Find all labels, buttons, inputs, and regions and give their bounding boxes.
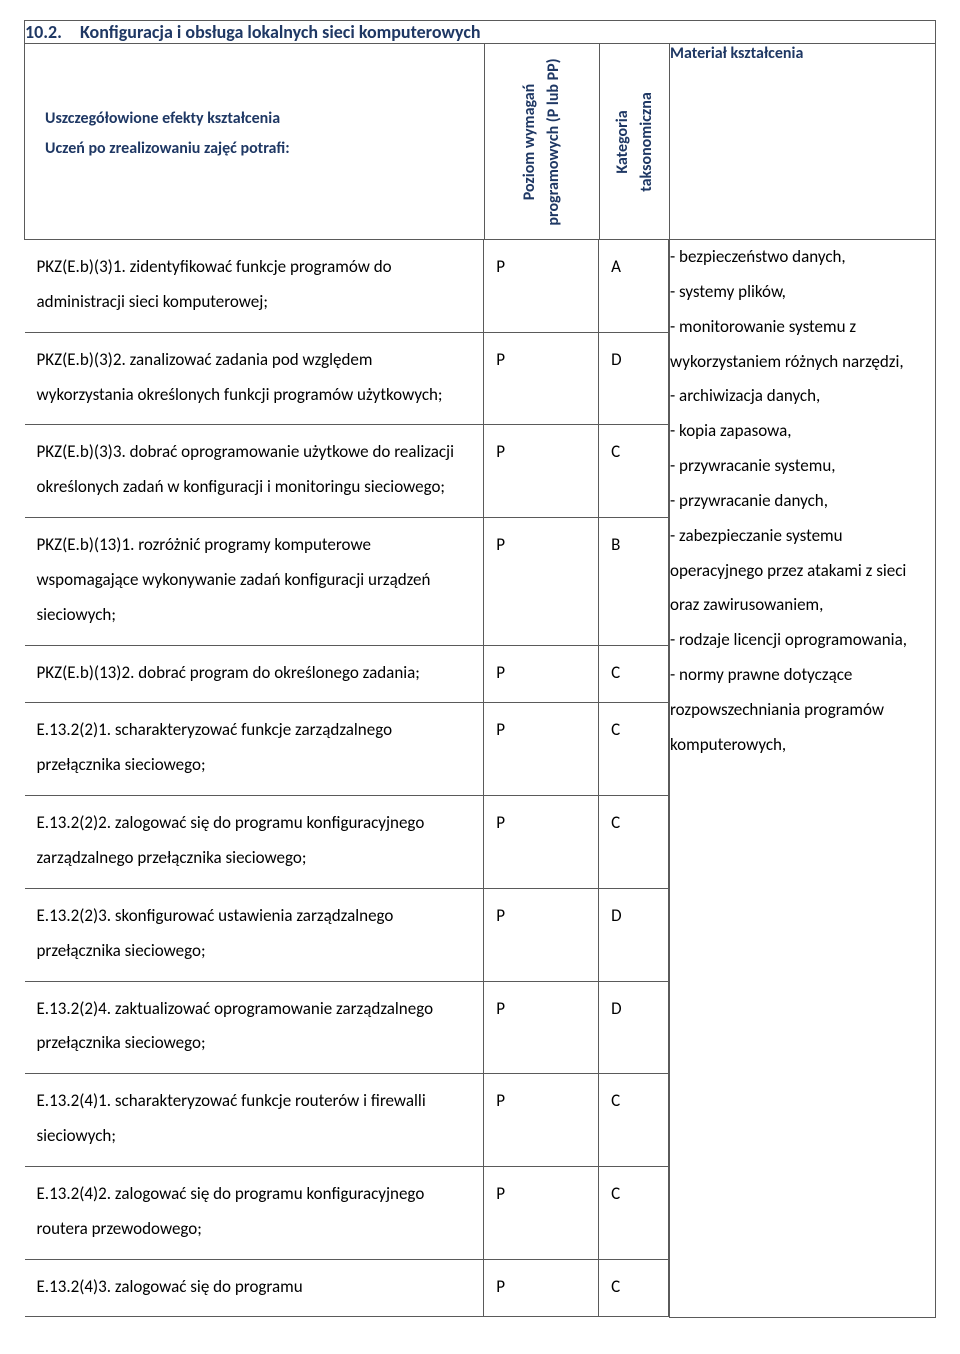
cell-poziom: P	[484, 1166, 599, 1259]
material-item: - zabezpieczanie systemu operacyjnego pr…	[670, 519, 935, 624]
cell-kategoria: C	[599, 1074, 669, 1167]
cell-poziom: P	[484, 240, 599, 332]
cell-efekt: E.13.2(2)4. zaktualizować oprogramowanie…	[25, 981, 484, 1074]
material-cell: - bezpieczeństwo danych,- systemy plików…	[670, 240, 936, 1318]
table-row: E.13.2(2)1. scharakteryzować funkcje zar…	[25, 703, 669, 796]
cell-efekt: E.13.2(2)2. zalogować się do programu ko…	[25, 796, 484, 889]
cell-kategoria: D	[599, 332, 669, 425]
document-page: 10.2. Konfiguracja i obsługa lokalnych s…	[0, 0, 960, 1338]
cell-efekt: PKZ(E.b)(3)1. zidentyfikować funkcje pro…	[25, 240, 484, 332]
header-kategoria-line2: taksonomiczna	[637, 92, 656, 192]
table-row: PKZ(E.b)(3)3. dobrać oprogramowanie użyt…	[25, 425, 669, 518]
cell-poziom: P	[484, 645, 599, 703]
cell-efekt: E.13.2(2)1. scharakteryzować funkcje zar…	[25, 703, 484, 796]
cell-kategoria: C	[599, 1259, 669, 1317]
cell-efekt: E.13.2(4)2. zalogować się do programu ko…	[25, 1166, 484, 1259]
cell-efekt: E.13.2(4)3. zalogować się do programu	[25, 1259, 484, 1317]
cell-kategoria: D	[599, 888, 669, 981]
curriculum-table: 10.2. Konfiguracja i obsługa lokalnych s…	[24, 20, 936, 1318]
header-kategoria: Kategoria taksonomiczna	[600, 44, 670, 240]
cell-kategoria: A	[599, 240, 669, 332]
cell-kategoria: C	[599, 645, 669, 703]
table-row: E.13.2(4)1. scharakteryzować funkcje rou…	[25, 1074, 669, 1167]
material-item: - monitorowanie systemu z wykorzystaniem…	[670, 310, 935, 380]
material-item: - przywracanie systemu,	[670, 449, 935, 484]
table-row: E.13.2(2)4. zaktualizować oprogramowanie…	[25, 981, 669, 1074]
cell-kategoria: C	[599, 796, 669, 889]
section-title: 10.2. Konfiguracja i obsługa lokalnych s…	[25, 21, 936, 44]
header-row: Uszczegółowione efekty kształcenia Uczeń…	[25, 44, 936, 240]
cell-kategoria: B	[599, 518, 669, 646]
header-poziom-line1: Poziom wymagań	[520, 83, 539, 200]
material-item: - systemy plików,	[670, 275, 935, 310]
cell-poziom: P	[484, 1074, 599, 1167]
cell-poziom: P	[484, 796, 599, 889]
cell-efekt: E.13.2(2)3. skonfigurować ustawienia zar…	[25, 888, 484, 981]
header-efekty-line2: Uczeń po zrealizowaniu zajęć potrafi:	[45, 134, 464, 164]
cell-efekt: PKZ(E.b)(13)1. rozróżnić programy komput…	[25, 518, 484, 646]
material-item: - normy prawne dotyczące rozpowszechnian…	[670, 658, 935, 763]
table-row: E.13.2(4)2. zalogować się do programu ko…	[25, 1166, 669, 1259]
material-item: - bezpieczeństwo danych,	[670, 240, 935, 275]
cell-efekt: PKZ(E.b)(13)2. dobrać program do określo…	[25, 645, 484, 703]
material-item: - rodzaje licencji oprogramowania,	[670, 623, 935, 658]
header-poziom: Poziom wymagań programowych (P lub PP)	[485, 44, 600, 240]
table-row: PKZ(E.b)(13)1. rozróżnić programy komput…	[25, 518, 669, 646]
material-item: - przywracanie danych,	[670, 484, 935, 519]
cell-poziom: P	[484, 518, 599, 646]
material-item: - kopia zapasowa,	[670, 414, 935, 449]
table-row: PKZ(E.b)(13)2. dobrać program do określo…	[25, 645, 669, 703]
cell-poziom: P	[484, 332, 599, 425]
cell-kategoria: C	[599, 1166, 669, 1259]
cell-kategoria: C	[599, 703, 669, 796]
cell-poziom: P	[484, 425, 599, 518]
cell-poziom: P	[484, 1259, 599, 1317]
cell-kategoria: C	[599, 425, 669, 518]
cell-poziom: P	[484, 888, 599, 981]
header-material: Materiał kształcenia	[670, 44, 936, 240]
cell-poziom: P	[484, 703, 599, 796]
table-row: E.13.2(2)3. skonfigurować ustawienia zar…	[25, 888, 669, 981]
cell-poziom: P	[484, 981, 599, 1074]
header-poziom-line2: programowych (P lub PP)	[544, 58, 563, 225]
header-efekty: Uszczegółowione efekty kształcenia Uczeń…	[25, 44, 485, 240]
table-row: PKZ(E.b)(3)2. zanalizować zadania pod wz…	[25, 332, 669, 425]
body-row: PKZ(E.b)(3)1. zidentyfikować funkcje pro…	[25, 240, 936, 1318]
material-item: - archiwizacja danych,	[670, 379, 935, 414]
cell-efekt: PKZ(E.b)(3)2. zanalizować zadania pod wz…	[25, 332, 484, 425]
cell-efekt: E.13.2(4)1. scharakteryzować funkcje rou…	[25, 1074, 484, 1167]
header-efekty-line1: Uszczegółowione efekty kształcenia	[45, 104, 464, 134]
table-row: PKZ(E.b)(3)1. zidentyfikować funkcje pro…	[25, 240, 669, 332]
table-row: E.13.2(2)2. zalogować się do programu ko…	[25, 796, 669, 889]
table-row: E.13.2(4)3. zalogować się do programuPC	[25, 1259, 669, 1317]
cell-efekt: PKZ(E.b)(3)3. dobrać oprogramowanie użyt…	[25, 425, 484, 518]
header-kategoria-line1: Kategoria	[613, 110, 632, 173]
efekty-subtable: PKZ(E.b)(3)1. zidentyfikować funkcje pro…	[25, 240, 670, 1317]
title-row: 10.2. Konfiguracja i obsługa lokalnych s…	[25, 21, 936, 44]
cell-kategoria: D	[599, 981, 669, 1074]
